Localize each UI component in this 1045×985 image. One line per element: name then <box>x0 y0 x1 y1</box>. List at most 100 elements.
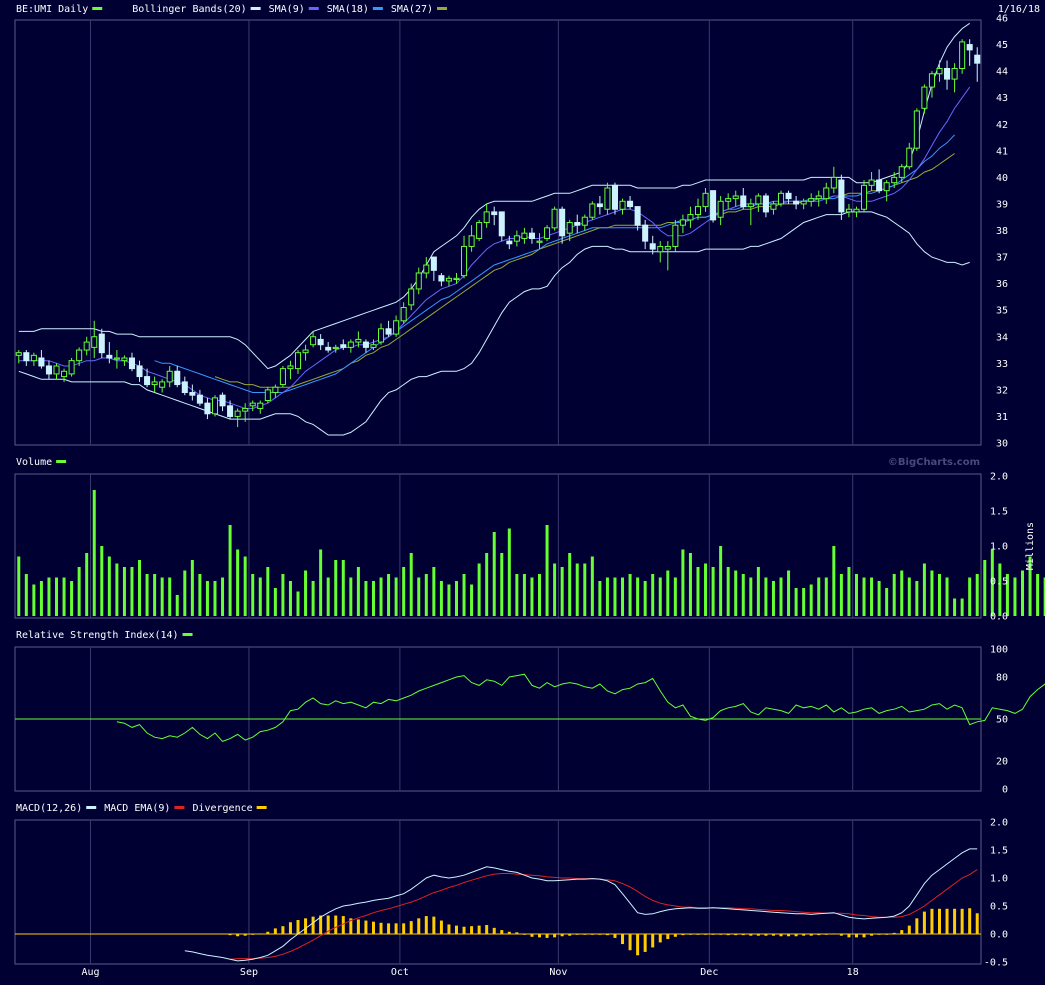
volume-bar <box>432 567 436 616</box>
volume-bar <box>560 567 564 616</box>
volume-bar <box>907 577 911 616</box>
volume-bar <box>613 577 617 616</box>
volume-bar <box>771 581 775 616</box>
divergence-bar <box>424 916 428 934</box>
volume-bar <box>960 598 964 616</box>
volume-bar <box>643 581 647 616</box>
divergence-bar <box>553 934 557 938</box>
macd-panel-frame <box>14 819 982 965</box>
volume-bar <box>681 549 685 616</box>
candle-body <box>347 341 354 348</box>
volume-bar <box>402 567 406 616</box>
divergence-bar <box>394 923 398 934</box>
volume-bar <box>711 567 715 616</box>
divergence-bar <box>568 934 572 936</box>
candle-body <box>45 365 52 375</box>
candle-body <box>68 360 75 375</box>
volume-bar <box>621 577 625 616</box>
candle-body <box>717 200 724 218</box>
volume-bar <box>545 525 549 616</box>
volume-bar <box>553 563 557 616</box>
legend-label: Volume <box>16 457 52 468</box>
volume-bar <box>485 553 489 616</box>
y-tick-label: 32 <box>996 385 1008 396</box>
candle-body <box>815 195 822 200</box>
volume-bar <box>205 581 209 616</box>
candle-body <box>483 211 490 224</box>
candle-body <box>453 277 460 281</box>
candle-body <box>415 272 422 290</box>
candle-body <box>800 200 807 205</box>
volume-bar <box>190 560 194 616</box>
divergence-bar <box>643 934 647 952</box>
legend-swatch <box>437 7 448 10</box>
volume-bar <box>507 528 511 616</box>
y-tick-label: 38 <box>996 226 1008 237</box>
candle-body <box>679 219 686 226</box>
candle-body <box>159 381 166 388</box>
volume-bar <box>183 570 187 616</box>
candle-body <box>710 190 717 221</box>
divergence-bar <box>470 926 474 934</box>
candle-body <box>913 110 920 149</box>
volume-bar <box>334 560 338 616</box>
candle-body <box>91 336 98 348</box>
volume-bar <box>70 581 74 616</box>
candle-body <box>287 365 294 370</box>
volume-bar <box>122 567 126 616</box>
volume-bar <box>651 574 655 616</box>
divergence-bar <box>673 934 677 937</box>
divergence-bar <box>658 934 662 943</box>
divergence-bar <box>432 916 436 934</box>
divergence-bar <box>379 922 383 934</box>
volume-bar <box>138 560 142 616</box>
volume-bar <box>160 577 164 616</box>
candle-body <box>317 338 324 346</box>
candle-body <box>876 179 883 192</box>
y-tick-label: 36 <box>996 279 1008 290</box>
candle-body <box>740 195 747 208</box>
volume-bar <box>726 567 730 616</box>
volume-bar <box>885 588 889 616</box>
candle-body <box>883 182 890 192</box>
divergence-bar <box>953 908 957 934</box>
volume-bar <box>24 574 28 616</box>
legend-label: BE:UMI Daily <box>16 4 88 15</box>
candle-body <box>151 381 158 386</box>
candle-body <box>166 370 173 383</box>
candle-body <box>98 333 105 354</box>
y-tick-label: 40 <box>996 173 1008 184</box>
divergence-bar <box>417 918 421 934</box>
y-tick-label: 20 <box>996 757 1008 768</box>
candle-body <box>106 354 113 359</box>
candle-body <box>672 224 679 247</box>
volume-bar <box>802 588 806 616</box>
volume-bar <box>764 577 768 616</box>
candle-body <box>808 198 815 202</box>
macd-lines <box>15 848 981 962</box>
divergence-bar <box>492 927 496 934</box>
y-tick-label: 0.5 <box>990 902 1008 913</box>
volume-bar <box>356 567 360 616</box>
divergence-bar <box>530 934 534 937</box>
candle-body <box>627 200 634 208</box>
candle-body <box>928 73 935 88</box>
y-tick-label: 0.0 <box>990 930 1008 941</box>
y-tick-label: 0.0 <box>990 612 1008 623</box>
divergence-bar <box>787 934 791 937</box>
candle-body <box>461 245 468 277</box>
volume-bar <box>945 577 949 616</box>
volume-bar <box>953 598 957 616</box>
candle-body <box>596 203 603 208</box>
candle-body <box>340 344 347 348</box>
volume-bar <box>817 577 821 616</box>
volume-bar <box>107 556 111 616</box>
y-tick-label: 2.0 <box>990 472 1008 483</box>
divergence-bar <box>326 915 330 934</box>
divergence-bar <box>545 934 549 938</box>
volume-bar <box>273 588 277 616</box>
candle-body <box>468 235 475 247</box>
candle-body <box>113 357 120 360</box>
y-tick-label: 44 <box>996 67 1008 78</box>
candle-body <box>755 195 762 205</box>
